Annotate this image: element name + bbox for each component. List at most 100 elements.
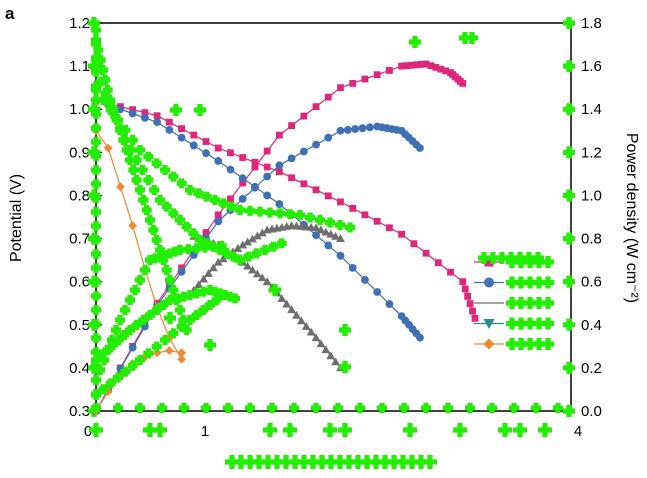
- series-gray-polarization-point: [292, 310, 301, 319]
- series-pink-power-point: [427, 62, 435, 70]
- series-gray-power-point: [321, 227, 331, 236]
- series-blue-power-point: [358, 124, 367, 133]
- overlay-cross: [218, 290, 229, 300]
- overlay-cross: [542, 297, 554, 309]
- series-blue-power-point: [287, 154, 296, 163]
- overlay-cross: [176, 321, 187, 332]
- overlay-cross: [201, 403, 211, 413]
- overlay-cross: [465, 403, 475, 413]
- y-right-tick-label: 0.2: [581, 360, 602, 377]
- series-pink-polarization-point: [178, 125, 185, 133]
- overlay-cross: [176, 178, 187, 189]
- y-right-tick-label: 0.8: [581, 231, 602, 248]
- legend-marker-teal: [483, 319, 495, 329]
- series-gray-power-point: [204, 269, 213, 277]
- overlay-cross: [185, 290, 195, 300]
- series-pink-power-point: [263, 147, 271, 155]
- series-blue-polarization-line: [95, 100, 421, 339]
- x-tick-label: 4: [574, 423, 582, 440]
- series-pink-power-point: [373, 71, 381, 79]
- series-pink-polarization-point: [251, 158, 259, 166]
- overlay-cross: [506, 338, 518, 350]
- overlay-cross: [91, 81, 101, 91]
- legend-marker-blue: [484, 277, 494, 288]
- overlay-cross: [198, 305, 209, 315]
- overlay-cross: [235, 205, 245, 215]
- y-tick-label: 1.1: [69, 58, 90, 75]
- series-pink-power-point: [442, 67, 450, 75]
- series-pink-polarization-point: [300, 180, 308, 188]
- series-blue-power-point: [365, 123, 374, 132]
- series-orange-polarization-point: [128, 221, 138, 231]
- series-pink-power-point: [275, 131, 283, 139]
- overlay-cross: [170, 104, 182, 116]
- series-pink-power-point: [412, 61, 420, 69]
- overlay-cross: [235, 255, 245, 265]
- series-gray-power-point: [311, 223, 321, 232]
- overlay-cross: [421, 403, 431, 413]
- series-pink-power-point: [437, 65, 445, 73]
- y-tick-label: 0.7: [69, 231, 90, 248]
- overlay-cross: [179, 403, 189, 413]
- overlay-cross: [251, 248, 262, 259]
- series-pink-power-point: [288, 122, 295, 130]
- overlay-cross: [168, 171, 179, 182]
- overlay-cross: [487, 403, 497, 413]
- overlay-cross: [198, 286, 209, 297]
- overlay-cross: [315, 455, 329, 469]
- overlay-cross: [230, 293, 240, 304]
- overlay-cross: [509, 403, 519, 413]
- series-gray-polarization-point: [287, 305, 296, 314]
- series-pink-power-point: [202, 229, 210, 236]
- overlay-cross: [409, 36, 421, 48]
- overlay-cross: [423, 455, 437, 469]
- series-pink-power-point: [227, 195, 234, 203]
- series-blue-polarization-point: [202, 149, 210, 158]
- overlay-cross: [333, 403, 343, 413]
- series-pink-power-point: [337, 84, 344, 92]
- overlay-cross: [91, 179, 101, 189]
- overlay-cross: [269, 284, 281, 296]
- series-gray-power-point: [243, 237, 252, 246]
- overlay-cross: [120, 366, 131, 377]
- series-pink-polarization-point: [312, 186, 320, 194]
- series-pink-power-point: [349, 79, 357, 87]
- plot-area: 0.3 0.4 0.5 0.6 0.7 0.8 0.9 1.0 1.1 1.2 0.0 0.2 0.4 0…: [69, 15, 602, 469]
- overlay-cross: [160, 165, 170, 175]
- overlay-cross: [260, 245, 270, 255]
- overlay-cross: [234, 455, 248, 469]
- series-blue-polarization-point: [275, 200, 284, 208]
- overlay-cross: [275, 208, 285, 219]
- overlay-cross: [178, 291, 189, 302]
- overlay-cross: [204, 339, 216, 351]
- overlay-cross: [505, 252, 517, 264]
- overlay-cross: [279, 455, 293, 469]
- overlay-cross: [91, 207, 101, 217]
- overlay-cross: [524, 338, 536, 350]
- overlay-cross: [563, 60, 575, 73]
- overlay-cross: [225, 455, 239, 469]
- overlay-cross: [135, 403, 145, 413]
- overlay-cross: [93, 45, 104, 55]
- y-right-tick-label: 1.6: [581, 58, 602, 75]
- overlay-cross: [164, 312, 176, 324]
- overlay-cross: [143, 423, 157, 437]
- overlay-cross: [181, 221, 192, 232]
- overlay-cross: [151, 235, 162, 245]
- overlay-cross: [531, 403, 541, 413]
- overlay-cross: [339, 324, 351, 336]
- series-pink-power-point: [386, 67, 393, 74]
- series-blue-polarization-point: [336, 251, 345, 260]
- overlay-cross: [103, 345, 113, 355]
- overlay-cross: [311, 403, 321, 413]
- overlay-cross: [160, 335, 170, 345]
- series-pink-power-point: [408, 61, 415, 69]
- series-pink-polarization-point: [434, 259, 442, 267]
- overlay-cross: [276, 238, 287, 249]
- overlay-cross: [243, 251, 254, 262]
- overlay-cross: [161, 201, 172, 212]
- y-right-tick-label: 0.0: [581, 403, 602, 420]
- overlay-cross: [221, 248, 232, 259]
- overlay-cross: [487, 252, 499, 264]
- series-pink-power-point: [403, 62, 410, 70]
